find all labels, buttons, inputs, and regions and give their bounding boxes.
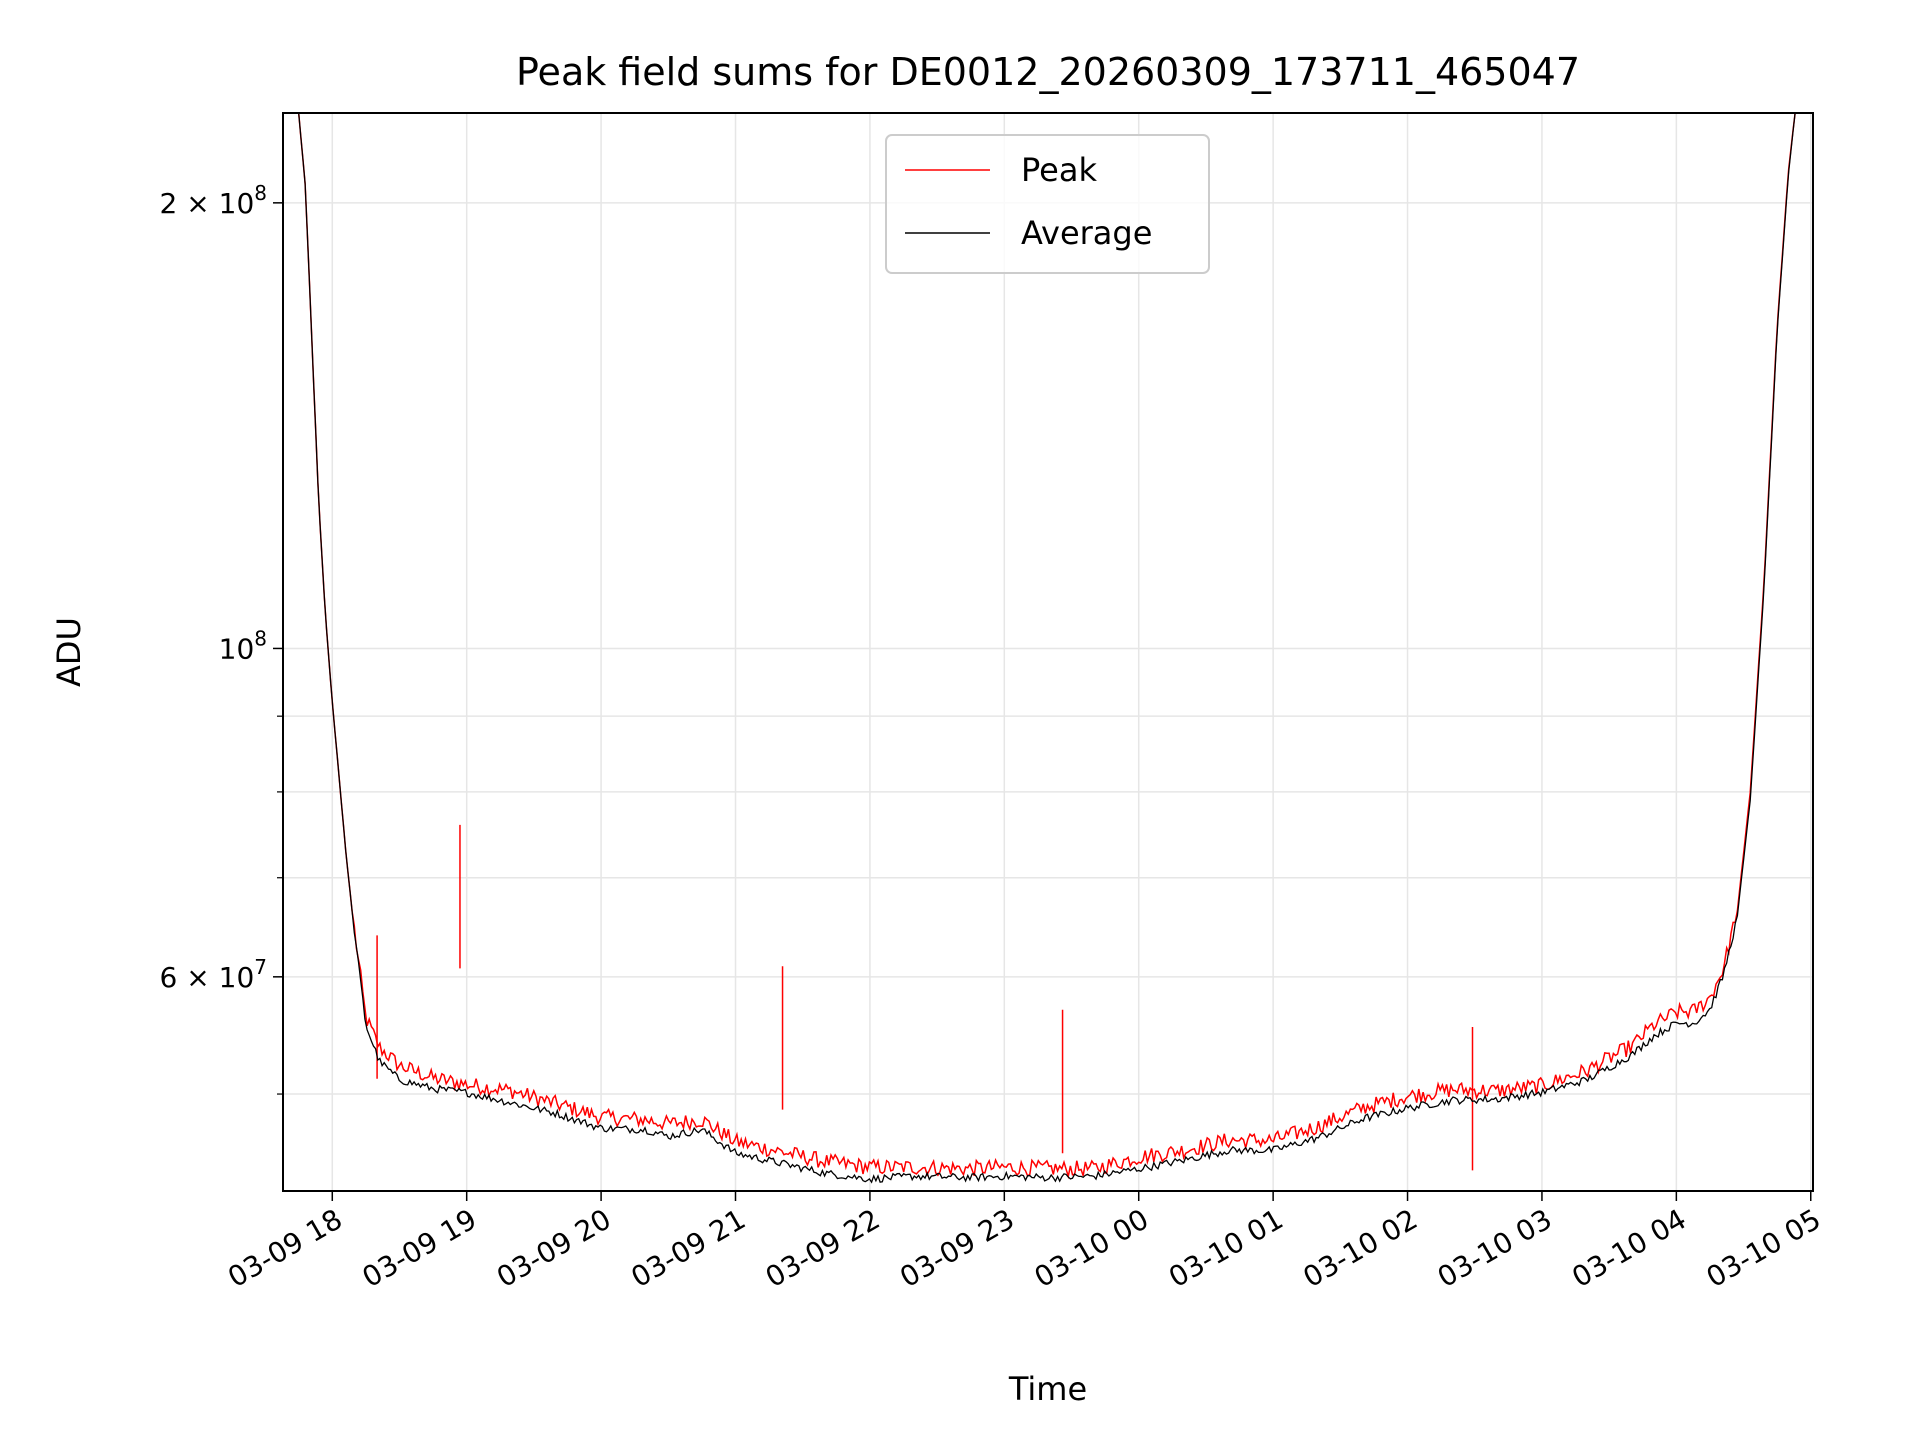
x-axis-label: Time [1008, 1370, 1087, 1408]
legend-label-average: Average [1021, 214, 1152, 252]
y-axis-label: ADU [50, 617, 88, 687]
y-tick-label: 2 × 108 [160, 181, 267, 220]
y-tick-label: 6 × 107 [160, 955, 267, 994]
series-line-peak [297, 113, 1796, 1180]
series-line-average [298, 113, 1796, 1184]
series-layer [297, 113, 1796, 1184]
legend: Peak Average [885, 134, 1210, 274]
chart-title: Peak field sums for DE0012_20260309_1737… [516, 50, 1580, 94]
legend-label-peak: Peak [1021, 151, 1097, 189]
plot-frame [282, 112, 1814, 1192]
grid [283, 113, 1813, 1191]
